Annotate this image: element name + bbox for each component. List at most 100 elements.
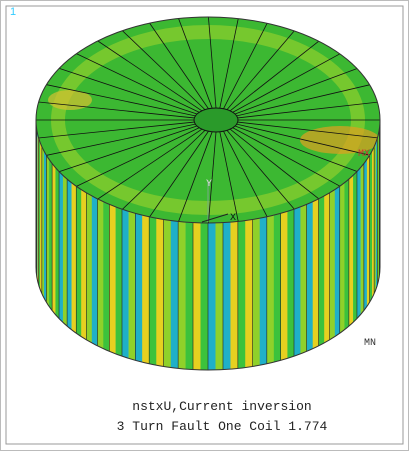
- side-stripe: [149, 120, 157, 370]
- radial-line: [237, 121, 380, 140]
- side-stripe: [237, 120, 246, 370]
- radial-line: [69, 50, 200, 113]
- radial-line: [236, 82, 378, 117]
- side-stripe: [324, 120, 330, 370]
- side-stripe: [86, 120, 93, 370]
- radial-line: [92, 128, 203, 204]
- side-stripe: [377, 120, 379, 370]
- side-stripe: [375, 120, 378, 370]
- side-stripe: [300, 120, 307, 370]
- radial-line: [223, 18, 270, 109]
- radial-line: [117, 130, 206, 214]
- side-stripe: [178, 120, 186, 370]
- radial-line: [176, 17, 213, 109]
- hub: [193, 107, 239, 133]
- radial-line: [219, 131, 240, 223]
- axis-y-label: Y: [206, 179, 212, 190]
- min-label: MN: [364, 338, 376, 349]
- side-stripe: [266, 120, 275, 370]
- radial-line: [232, 50, 347, 113]
- side-stripe: [259, 120, 268, 370]
- side-stripe: [38, 120, 41, 370]
- side-stripe: [62, 120, 68, 370]
- radial-line: [51, 65, 198, 115]
- radial-line: [232, 127, 347, 190]
- side-stripe: [109, 120, 116, 370]
- radial-line: [223, 131, 270, 222]
- side-stripe: [185, 120, 194, 370]
- side-stripe: [46, 120, 50, 370]
- radial-line: [146, 131, 209, 222]
- radial-line: [219, 17, 240, 109]
- side-stripe: [135, 120, 143, 370]
- side-stripe: [170, 120, 179, 370]
- side-stripe: [49, 120, 53, 370]
- side-stripe: [372, 120, 375, 370]
- side-stripe: [306, 120, 314, 370]
- radial-line: [36, 100, 195, 119]
- radial-line: [36, 121, 195, 140]
- side-stripe: [329, 120, 336, 370]
- side-stripe: [208, 120, 216, 370]
- side-stripe: [59, 120, 64, 370]
- side-stripe: [312, 120, 319, 370]
- side-stripe: [230, 120, 239, 370]
- side-stripe: [193, 120, 201, 370]
- side-stripe: [163, 120, 172, 370]
- side-stripe: [115, 120, 123, 370]
- radial-line: [237, 100, 380, 119]
- side-stripe: [287, 120, 295, 370]
- caption-line: nstxU,Current inversion: [132, 399, 311, 414]
- side-stripe: [142, 120, 150, 370]
- axis-x-label: X: [230, 213, 236, 224]
- side-stripe: [369, 120, 373, 370]
- radial-line: [234, 125, 365, 175]
- radial-line: [51, 125, 198, 175]
- radial-line: [226, 26, 299, 110]
- radial-line: [226, 130, 299, 214]
- side-stripe: [52, 120, 56, 370]
- side-stripe: [40, 120, 43, 370]
- side-stripe: [348, 120, 354, 370]
- side-stripe: [334, 120, 341, 370]
- side-stripe: [200, 120, 209, 370]
- window-number: 1: [10, 6, 16, 18]
- side-stripe: [91, 120, 98, 370]
- side-stripe: [280, 120, 288, 370]
- side-stripe: [55, 120, 60, 370]
- radial-line: [38, 82, 196, 117]
- warm-spot: [48, 90, 92, 110]
- side-stripe: [356, 120, 361, 370]
- side-stripe: [122, 120, 129, 370]
- side-stripe: [353, 120, 358, 370]
- side-stripe: [71, 120, 77, 370]
- side-stripe: [41, 120, 45, 370]
- side-stripe: [97, 120, 104, 370]
- radial-line: [92, 36, 203, 112]
- side-stripe: [360, 120, 365, 370]
- radial-line: [117, 26, 206, 110]
- side-stripe: [245, 120, 253, 370]
- side-stripe: [215, 120, 224, 370]
- radial-line: [234, 65, 365, 115]
- side-stripe: [67, 120, 72, 370]
- side-stripe: [339, 120, 345, 370]
- side-stripe: [36, 120, 38, 370]
- side-stripe: [374, 120, 377, 370]
- side-stripe: [222, 120, 231, 370]
- side-outline: [35, 120, 381, 371]
- radial-line: [236, 123, 378, 158]
- side-stripe: [128, 120, 136, 370]
- axis-x: [201, 213, 229, 223]
- top-outline: [35, 16, 381, 224]
- side-stripe: [37, 120, 39, 370]
- radial-line: [38, 123, 196, 158]
- side-stripe: [318, 120, 325, 370]
- side-stripe: [366, 120, 370, 370]
- radial-line: [146, 18, 209, 109]
- viewport-frame: [5, 5, 404, 445]
- side-stripe: [76, 120, 82, 370]
- side-stripe: [81, 120, 87, 370]
- max-label: MX: [358, 149, 370, 160]
